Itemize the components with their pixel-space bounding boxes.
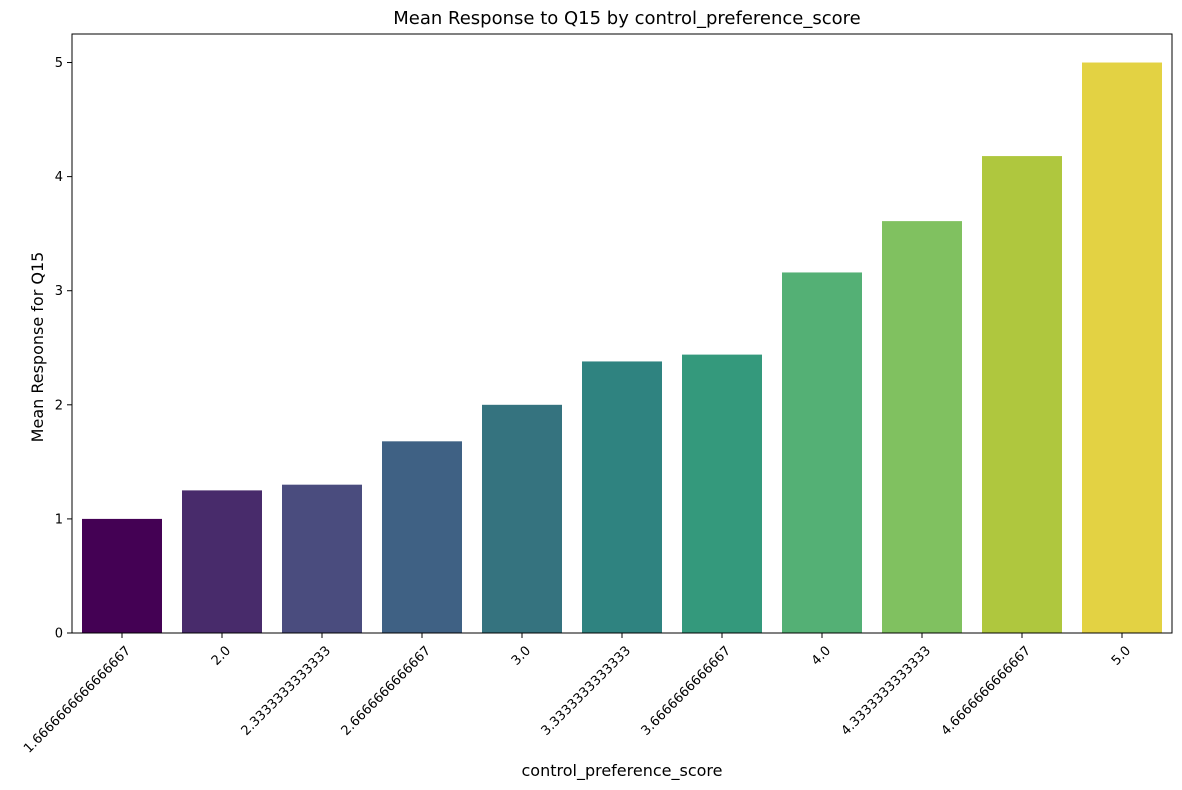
x-tick-label-2: 2.3333333333333 (239, 643, 334, 738)
x-axis-label: control_preference_score (521, 761, 722, 781)
x-tick-label-3: 2.6666666666667 (339, 643, 434, 738)
bar-9 (982, 156, 1062, 633)
x-tick-label-10: 5.0 (1109, 643, 1134, 668)
bar-0 (82, 518, 162, 633)
x-tick-label-6: 3.6666666666667 (639, 643, 734, 738)
x-tick-label-7: 4.0 (809, 643, 834, 668)
y-tick-label-4: 4 (55, 170, 63, 185)
bar-10 (1082, 62, 1162, 633)
bar-4 (482, 404, 562, 633)
x-tick-label-8: 4.3333333333333 (839, 643, 934, 738)
x-tick-label-5: 3.3333333333333 (539, 643, 634, 738)
bars-group (82, 62, 1162, 633)
bar-1 (182, 490, 262, 633)
x-tick-label-1: 2.0 (209, 643, 234, 668)
x-ticks-group: 1.6666666666666667 2.0 2.3333333333333 2.66… (21, 633, 1134, 756)
x-tick-label-0: 1.6666666666666667 (21, 643, 134, 756)
bar-7 (782, 272, 862, 633)
y-tick-label-2: 2 (55, 398, 63, 413)
y-ticks-group: 0 1 2 3 4 5 (55, 56, 72, 642)
x-tick-label-9: 4.6666666666667 (939, 643, 1034, 738)
chart-title: Mean Response to Q15 by control_preferen… (393, 8, 860, 29)
bar-5 (582, 361, 662, 633)
bar-2 (282, 484, 362, 633)
y-tick-label-3: 3 (55, 284, 63, 299)
y-axis-label: Mean Response for Q15 (28, 252, 47, 443)
bar-8 (882, 221, 962, 633)
y-tick-label-0: 0 (55, 627, 63, 642)
y-tick-label-1: 1 (55, 512, 63, 527)
bar-3 (382, 441, 462, 633)
x-tick-label-4: 3.0 (509, 643, 534, 668)
bar-6 (682, 354, 762, 633)
y-tick-label-5: 5 (55, 56, 63, 71)
plot-frame (71, 33, 1173, 634)
